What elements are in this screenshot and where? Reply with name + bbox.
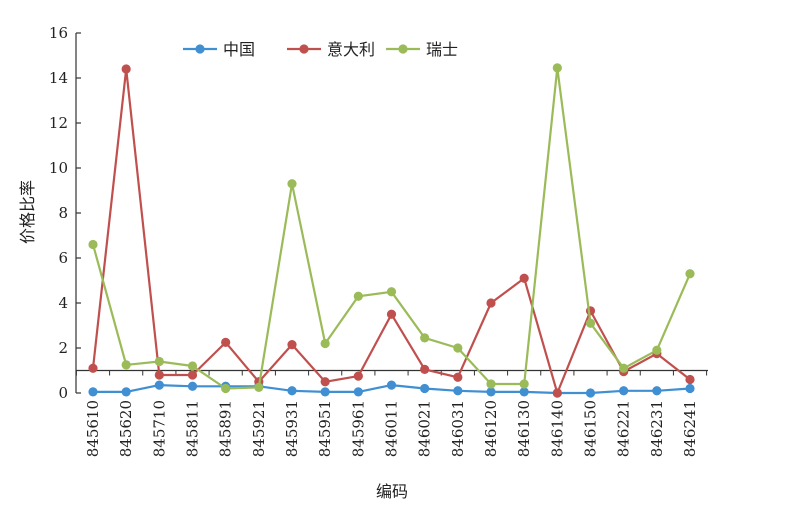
data-point bbox=[453, 372, 463, 382]
data-point bbox=[221, 383, 231, 394]
data-point bbox=[519, 379, 529, 389]
data-point bbox=[353, 387, 363, 397]
x-tick-label: 845811 bbox=[184, 400, 202, 457]
data-point bbox=[486, 298, 496, 308]
data-point bbox=[386, 287, 397, 297]
series-3 bbox=[88, 63, 695, 394]
data-point bbox=[685, 383, 695, 394]
x-tick-label: 846150 bbox=[582, 400, 600, 457]
y-tick-label: 4 bbox=[58, 294, 68, 312]
y-tick-label: 12 bbox=[49, 114, 68, 132]
x-tick-label: 846130 bbox=[515, 400, 533, 457]
x-tick-label: 846011 bbox=[383, 400, 401, 457]
data-point bbox=[88, 387, 98, 397]
data-point bbox=[585, 306, 596, 316]
data-point bbox=[619, 363, 629, 373]
legend-swatch-marker bbox=[398, 44, 408, 54]
data-point bbox=[187, 361, 198, 371]
data-point bbox=[320, 387, 330, 397]
data-point bbox=[320, 377, 330, 387]
x-tick-label: 846231 bbox=[648, 400, 666, 457]
data-point bbox=[386, 380, 397, 390]
y-axis-title: 价格比率 bbox=[18, 180, 37, 244]
legend-label: 意大利 bbox=[327, 40, 375, 59]
legend-item: 瑞士 bbox=[386, 40, 458, 59]
x-tick-label: 845610 bbox=[84, 400, 102, 457]
data-point bbox=[453, 386, 463, 396]
x-tick-label: 845951 bbox=[316, 400, 334, 457]
axes: 0 2 4 6 8 10 12 14 16 845610 845620 845710 845811 845… bbox=[49, 24, 708, 457]
data-point bbox=[519, 273, 529, 283]
x-tick-label: 845891 bbox=[217, 400, 235, 457]
data-point bbox=[453, 343, 463, 353]
legend-swatch-marker bbox=[195, 44, 205, 54]
data-point bbox=[420, 364, 430, 374]
data-point bbox=[652, 345, 662, 355]
x-tick-label: 845710 bbox=[150, 400, 168, 457]
y-tick-label: 14 bbox=[49, 69, 68, 87]
y-tick-label: 0 bbox=[58, 384, 68, 402]
data-point bbox=[187, 370, 198, 380]
data-point bbox=[287, 340, 297, 350]
x-tick-label: 846021 bbox=[416, 400, 434, 457]
data-point bbox=[88, 363, 98, 373]
x-tick-label: 846241 bbox=[681, 400, 699, 457]
data-point bbox=[121, 387, 131, 397]
legend-label: 中国 bbox=[223, 40, 255, 59]
legend-label: 瑞士 bbox=[426, 40, 458, 59]
data-point bbox=[121, 360, 131, 370]
x-tick-label: 846120 bbox=[482, 400, 500, 457]
data-point bbox=[287, 386, 297, 396]
data-point bbox=[154, 356, 164, 367]
data-point bbox=[585, 388, 596, 398]
y-tick-label: 2 bbox=[58, 339, 68, 357]
data-point bbox=[254, 382, 264, 392]
x-tick-label: 845961 bbox=[349, 400, 367, 457]
data-point bbox=[221, 337, 231, 347]
data-point bbox=[685, 269, 695, 279]
series-line bbox=[91, 67, 691, 395]
x-tick-label: 845921 bbox=[250, 400, 268, 457]
series-layer bbox=[88, 63, 695, 398]
data-point bbox=[585, 318, 596, 328]
data-point bbox=[121, 64, 131, 74]
data-point bbox=[287, 179, 297, 189]
data-point bbox=[685, 374, 695, 385]
x-tick-label: 845931 bbox=[283, 400, 301, 457]
x-tick-label: 846221 bbox=[615, 400, 633, 457]
data-point bbox=[154, 380, 164, 390]
data-point bbox=[486, 387, 496, 397]
y-tick-label: 16 bbox=[49, 24, 68, 42]
data-point bbox=[187, 381, 198, 391]
legend: 中国 意大利 瑞士 bbox=[183, 40, 458, 59]
data-point bbox=[552, 388, 562, 398]
series-2 bbox=[88, 64, 695, 398]
data-point bbox=[486, 379, 496, 389]
data-point bbox=[420, 383, 430, 394]
data-point bbox=[619, 386, 629, 396]
data-point bbox=[386, 309, 397, 319]
y-tick-label: 6 bbox=[58, 249, 68, 267]
data-point bbox=[552, 63, 562, 73]
x-tick-label: 845620 bbox=[117, 400, 135, 457]
data-point bbox=[652, 386, 662, 396]
data-point bbox=[320, 338, 330, 349]
x-tick-label: 846031 bbox=[449, 400, 467, 457]
data-point bbox=[420, 333, 430, 343]
series-line bbox=[91, 66, 692, 390]
legend-swatch-marker bbox=[299, 44, 309, 54]
legend-item: 意大利 bbox=[287, 40, 375, 59]
series-1 bbox=[88, 380, 695, 398]
data-point bbox=[519, 387, 529, 397]
x-axis-title: 编码 bbox=[376, 482, 408, 501]
legend-item: 中国 bbox=[183, 40, 255, 59]
data-point bbox=[353, 291, 363, 301]
y-tick-label: 8 bbox=[58, 204, 68, 222]
data-point bbox=[154, 370, 164, 380]
data-point bbox=[88, 239, 98, 250]
data-point bbox=[353, 371, 363, 381]
x-tick-label: 846140 bbox=[548, 400, 566, 457]
y-tick-label: 10 bbox=[49, 159, 68, 177]
